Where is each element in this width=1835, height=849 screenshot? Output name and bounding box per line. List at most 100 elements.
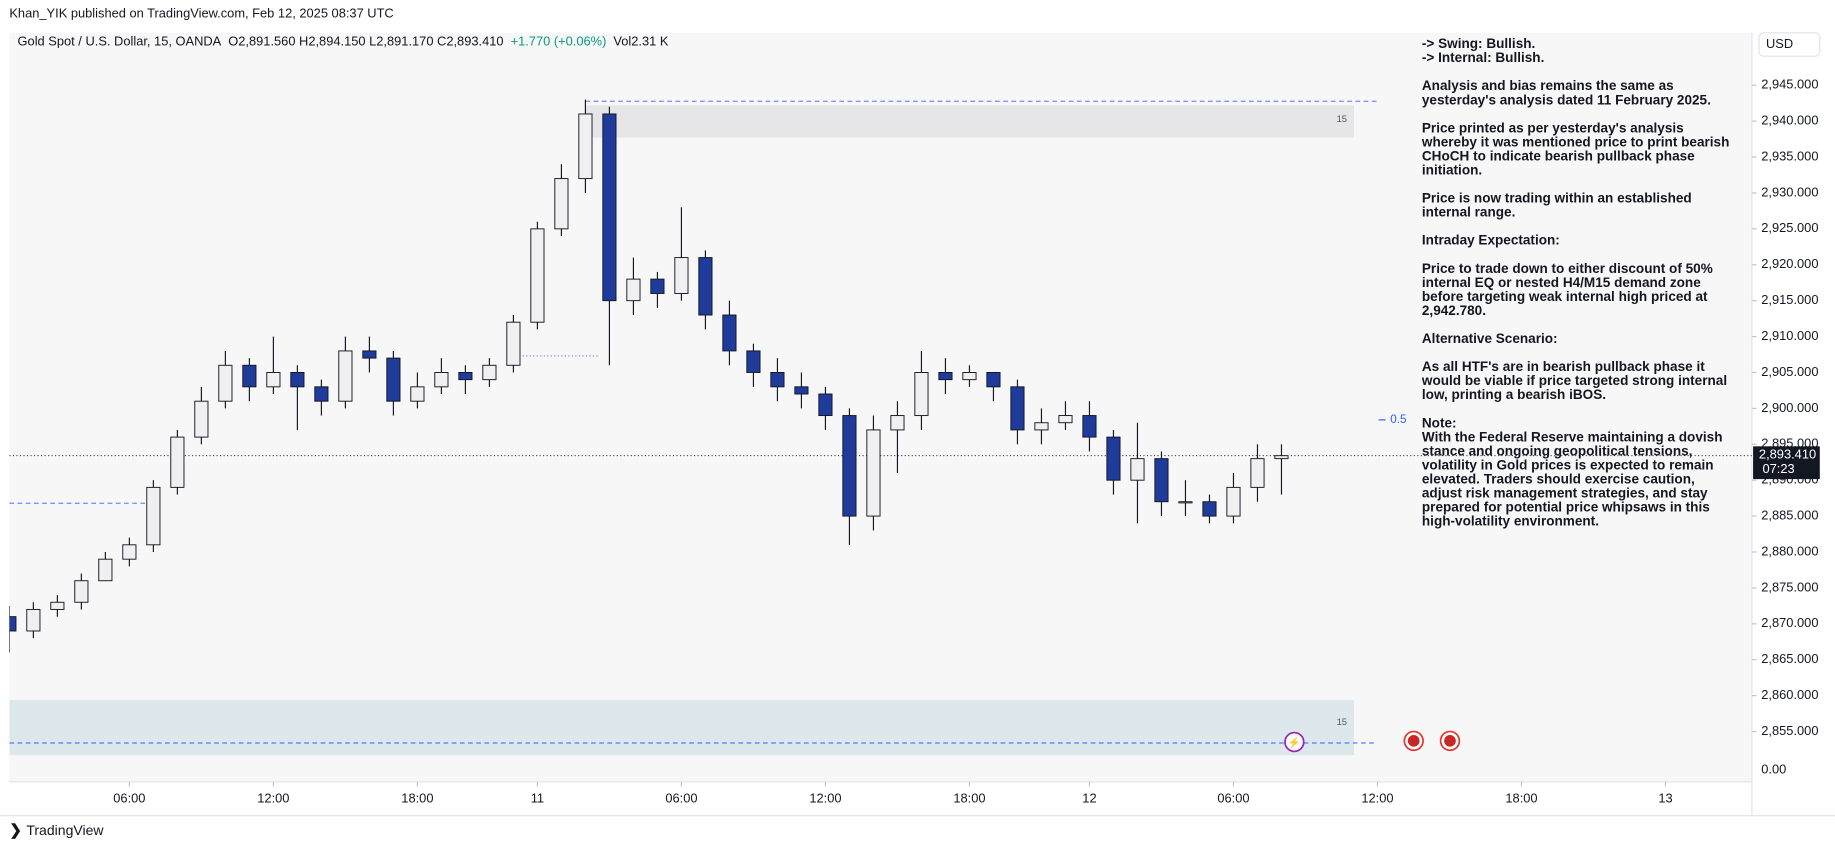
candle-body (578, 113, 593, 180)
candle-body (266, 372, 281, 388)
x-tick-label: 13 (1658, 791, 1672, 806)
candle-body (242, 364, 257, 388)
candle-body (1202, 501, 1217, 517)
candle-body (338, 350, 353, 402)
y-tick-label: 2,885.000 (1761, 507, 1818, 522)
candle-body (314, 386, 329, 402)
candle-body (914, 372, 929, 417)
annotation-line: before targeting weak internal high pric… (1422, 289, 1708, 304)
candle-body (530, 228, 545, 323)
y-tick-label: 2,905.000 (1761, 364, 1818, 379)
candle-body (218, 364, 233, 402)
x-tick-label: 12:00 (257, 791, 289, 806)
x-tick-label: 12:00 (1361, 791, 1393, 806)
event-icons[interactable]: ⚡ (1284, 730, 1461, 753)
event-icon[interactable] (1284, 731, 1305, 753)
candle-body (458, 372, 473, 381)
candle-body (818, 393, 833, 417)
flag-icon (1444, 734, 1456, 747)
y-tick-label: 2,915.000 (1761, 292, 1818, 307)
y-tick-label: 2,910.000 (1761, 328, 1818, 343)
candle-body (650, 278, 665, 294)
annotation-line: adjust risk management strategies, and s… (1422, 485, 1708, 500)
candle-body (602, 113, 617, 302)
x-tick-label: 11 (531, 791, 544, 806)
x-tick-label: 12 (1082, 791, 1096, 806)
y-tick-label: 2,935.000 (1761, 148, 1818, 163)
zone-label: 15 (1337, 114, 1347, 124)
x-tick-label: 18:00 (1505, 791, 1537, 806)
flag-icon (1407, 734, 1420, 747)
annotation-line: 2,942.780. (1422, 303, 1486, 318)
y-tick-label: 2,900.000 (1761, 400, 1818, 415)
candle-body (1226, 486, 1241, 517)
y-tick-label: 2,945.000 (1761, 77, 1818, 92)
volume-scale-label: 0.00 (1761, 761, 1786, 776)
annotation-line: With the Federal Reserve maintaining a d… (1422, 429, 1723, 444)
last-price-label: 2,893.410 (1759, 447, 1816, 462)
currency: USD (1766, 36, 1793, 51)
annotation-line: yesterday's analysis dated 11 February 2… (1422, 92, 1711, 107)
candle-body (794, 386, 809, 395)
y-tick-label: 2,925.000 (1761, 220, 1818, 235)
zone-label: 15 (1337, 717, 1347, 727)
x-tick-label: 12:00 (809, 791, 841, 806)
legend-volume: Vol2.31 K (613, 34, 668, 49)
annotation-line: Alternative Scenario: (1422, 331, 1558, 346)
legend-change: +1.770 (+0.06%) (511, 34, 607, 49)
x-tick-label: 18:00 (401, 791, 433, 806)
candle-body (554, 178, 569, 230)
candle-body (290, 372, 305, 388)
countdown: 07:23 (1762, 461, 1794, 476)
annotation-line: -> Swing: Bullish. (1422, 36, 1535, 51)
candle-body (1106, 436, 1121, 481)
candle-body (770, 372, 785, 388)
candle-body (362, 350, 377, 359)
currency-box[interactable] (1758, 32, 1821, 57)
eq-label: 0.5 (1390, 413, 1407, 426)
candle-body (698, 257, 713, 316)
candle-body (26, 608, 41, 632)
candle-body (962, 372, 977, 381)
candle-body (122, 544, 137, 560)
candle-body (1010, 386, 1025, 431)
annotation-line: Price printed as per yesterday's analysi… (1422, 120, 1684, 135)
y-tick-label: 2,875.000 (1761, 579, 1818, 594)
annotation-line: Note: (1422, 415, 1457, 430)
candle-body (194, 400, 209, 438)
y-tick-label: 2,930.000 (1761, 184, 1818, 199)
plot-background (9, 32, 1752, 782)
candle-body (1274, 455, 1289, 460)
annotation-line: would be viable if price targeted strong… (1421, 373, 1727, 388)
y-tick-label: 2,940.000 (1761, 113, 1818, 128)
candle-body (506, 321, 521, 366)
candle-body (482, 364, 497, 381)
candle-body (146, 486, 161, 546)
zone (585, 105, 1355, 138)
candle-body (1178, 501, 1193, 504)
annotation-line: Intraday Expectation: (1422, 233, 1560, 248)
y-tick-label: 2,880.000 (1761, 543, 1818, 558)
annotation-line: elevated. Traders should exercise cautio… (1422, 471, 1695, 486)
y-tick-label: 2,865.000 (1761, 651, 1818, 666)
candle-body (1082, 415, 1097, 438)
x-tick-label: 06:00 (113, 791, 145, 806)
annotation-line: initiation. (1422, 162, 1482, 177)
candle-body (938, 372, 953, 381)
zone (9, 699, 1355, 756)
legend-ohlc: O2,891.560 H2,894.150 L2,891.170 C2,893.… (228, 34, 503, 49)
candle-body (410, 386, 425, 402)
candle-body (1034, 422, 1049, 431)
annotation-line: CHoCH to indicate bearish pullback phase (1422, 148, 1695, 163)
candle-body (866, 429, 881, 517)
annotation-line: prepared for potential price whipsaws in… (1422, 500, 1710, 515)
candle-body (50, 601, 65, 610)
annotation-line: Price is now trading within an establish… (1422, 191, 1692, 206)
y-tick-label: 2,920.000 (1761, 256, 1818, 271)
annotation-line: stance and ongoing geopolitical tensions… (1422, 443, 1693, 458)
annotation-line: volatility in Gold prices is expected to… (1422, 457, 1714, 472)
footer-text: TradingView (26, 822, 104, 838)
annotation-line: whereby it was mentioned price to print … (1421, 134, 1729, 149)
